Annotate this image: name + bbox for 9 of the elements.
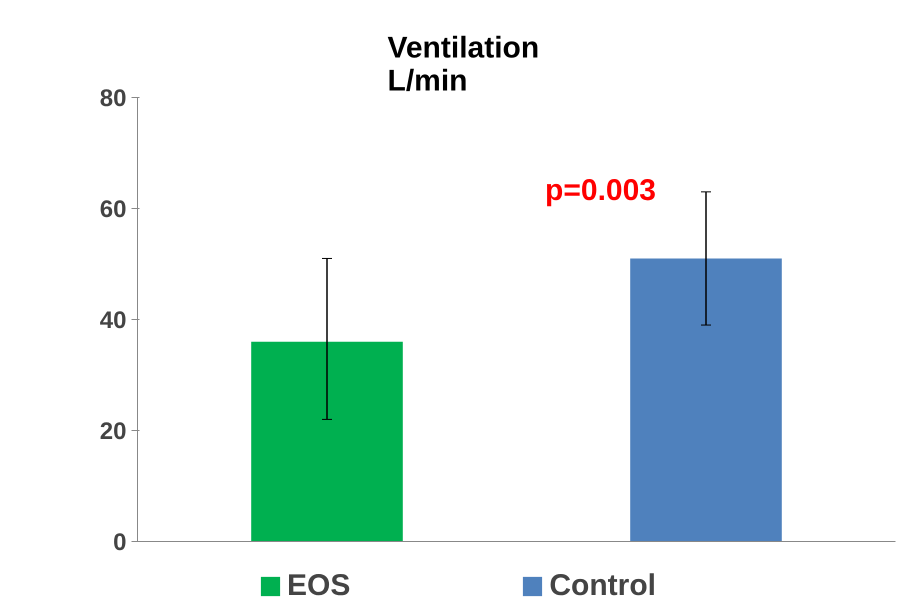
legend-label: EOS: [287, 569, 350, 603]
y-tick-label: 0: [113, 529, 127, 556]
y-tick-label: 20: [100, 418, 127, 445]
legend-label: Control: [549, 569, 656, 603]
chart-title: Ventilation L/min: [388, 32, 540, 98]
y-tick-label: 60: [100, 196, 127, 223]
y-tick-label: 40: [100, 307, 127, 334]
annotation: p=0.003: [545, 174, 656, 207]
y-tick-label: 80: [100, 85, 127, 112]
